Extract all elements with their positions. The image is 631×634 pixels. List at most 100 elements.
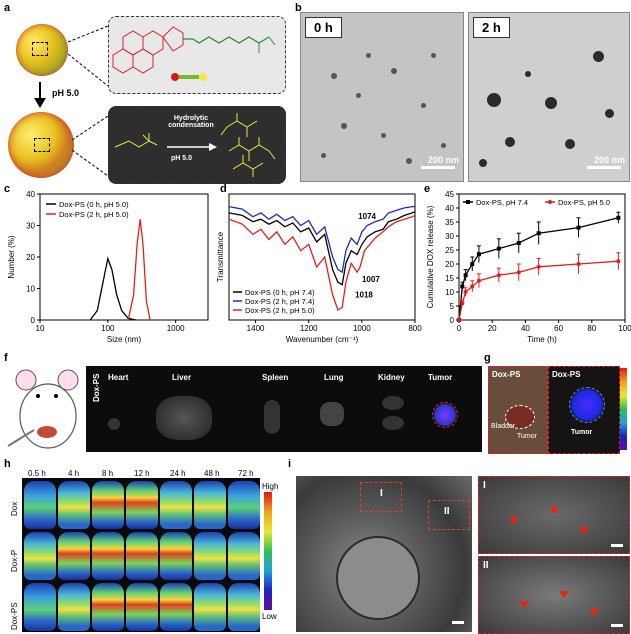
colorbar-g — [620, 368, 627, 450]
tem-tag-2h: 2 h — [473, 17, 510, 38]
inset-label-2: II — [483, 560, 489, 571]
mouse-image — [194, 481, 226, 529]
scale-bar-i1 — [611, 544, 623, 547]
mouse-image — [126, 583, 158, 631]
y-tick-label: 20 — [26, 253, 35, 262]
x-tick-label: 100 — [618, 324, 631, 333]
data-point — [496, 273, 501, 278]
mouse-grid — [22, 478, 260, 632]
tem-cell-image: I II — [296, 476, 472, 632]
row-label-1: Dox-P — [10, 549, 19, 572]
data-point — [457, 318, 461, 322]
time-label-1: 4 h — [68, 469, 80, 478]
tem-tag-0h: 0 h — [305, 17, 342, 38]
y-tick-label: 25 — [445, 246, 454, 255]
y-tick-label: 40 — [26, 190, 35, 199]
chart-e: 0 20 40 60 80 100 0 5 10 15 20 25 30 35 40 45 Time (h) Cu… — [426, 190, 631, 344]
region-box-2 — [428, 500, 470, 530]
mouse-image — [228, 532, 260, 580]
panel-label-b: b — [295, 2, 302, 14]
tem-image-2h: 2 h 200 nm — [468, 12, 630, 182]
data-point — [470, 284, 475, 289]
scale-text-2h: 200 nm — [593, 155, 625, 165]
panel-label-h: h — [4, 458, 11, 470]
scale-bar-2h — [587, 166, 621, 169]
legend-label: Dox-PS (2 h, pH 5.0) — [59, 210, 129, 219]
x-tick-label: 0 — [457, 324, 462, 333]
data-point — [516, 241, 521, 245]
data-point — [470, 262, 475, 266]
y-axis-label: Cumulative DOX release (%) — [426, 205, 435, 308]
organ-imaging-strip: Dox-PS — [86, 366, 482, 452]
colorbar-high: High — [262, 482, 279, 491]
mouse-image — [58, 583, 90, 631]
legend-label: Dox-PS (2 h, pH 5.0) — [245, 306, 315, 315]
x-axis-label: Size (nm) — [107, 335, 142, 344]
in-vivo-imaging: 0.5 h 4 h 8 h 12 h 24 h 48 h 72 h Dox Do… — [0, 462, 290, 632]
mouse-image — [126, 481, 158, 529]
scale-bar-i — [452, 621, 464, 624]
data-point — [576, 262, 581, 266]
mouse-image — [194, 583, 226, 631]
series-line-0 — [228, 211, 416, 286]
tumor-photo-title: Dox-PS — [492, 370, 521, 379]
cell-nucleus — [336, 536, 420, 620]
time-label-5: 48 h — [204, 469, 220, 478]
tumor-fluor-title: Dox-PS — [552, 370, 581, 379]
data-point — [576, 225, 581, 230]
data-point — [476, 252, 481, 257]
mouse-image — [24, 583, 56, 631]
reaction-label: Hydrolytic condensation — [168, 115, 214, 129]
zoom-lines-top — [68, 26, 109, 86]
organ-label-5: Tumor — [428, 373, 453, 382]
organ-liver — [156, 396, 212, 440]
scheme-box-top — [108, 16, 286, 94]
panel-label-d: d — [220, 183, 227, 195]
data-point — [476, 278, 481, 283]
arrowhead — [509, 517, 519, 524]
x-axis-label: Time (h) — [527, 335, 557, 344]
series-line-0 — [458, 217, 619, 321]
dox-polymer-structure — [112, 26, 276, 81]
y-tick-label: 0 — [450, 316, 455, 325]
organ-label-2: Spleen — [262, 373, 289, 382]
y-axis-label: Number (%) — [7, 235, 16, 278]
x-axis-label: Wavenumber (cm⁻¹) — [286, 335, 359, 344]
mouse-image — [58, 532, 90, 580]
mouse-image — [24, 481, 56, 529]
y-tick-label: 0 — [31, 316, 36, 325]
data-point — [616, 259, 621, 264]
x-tick-label: 10 — [36, 324, 45, 333]
scale-text-0h: 200 nm — [427, 155, 459, 165]
x-tick-label: 40 — [521, 324, 530, 333]
legend-label: Dox-PS, pH 5.0 — [558, 198, 610, 207]
nanoparticle-intact — [16, 24, 68, 76]
panel-label-i: i — [288, 458, 292, 470]
tem-inset-2: II — [478, 556, 630, 634]
y-tick-label: 5 — [450, 302, 455, 311]
mouse-image — [228, 583, 260, 631]
data-point — [496, 246, 501, 251]
chart-d: 1400 1200 1000 800 Wavenumber (cm⁻¹) Transmit… — [216, 193, 422, 344]
data-point — [460, 301, 465, 306]
tem-inset-1: I — [478, 476, 630, 554]
panel-label-f: f — [4, 352, 8, 364]
time-label-4: 24 h — [170, 469, 186, 478]
mouse-drawing — [7, 369, 79, 449]
mouse-image — [160, 481, 192, 529]
mouse-image — [126, 532, 158, 580]
ph-label: pH 5.0 — [52, 88, 80, 98]
data-point — [536, 231, 541, 236]
legend-marker — [548, 200, 552, 204]
organ-kidney-1 — [382, 396, 404, 410]
zoom-box-bottom — [34, 138, 50, 152]
scheme-box-bottom: Hydrolytic condensation pH 5.0 — [108, 106, 286, 184]
down-arrow — [34, 82, 46, 108]
y-tick-label: 35 — [445, 218, 454, 227]
mouse-image — [92, 532, 124, 580]
y-tick-label: 15 — [445, 274, 454, 283]
arrowhead — [589, 609, 599, 616]
annotation-1018: 1018 — [355, 290, 373, 299]
organ-kidney-2 — [382, 416, 404, 430]
